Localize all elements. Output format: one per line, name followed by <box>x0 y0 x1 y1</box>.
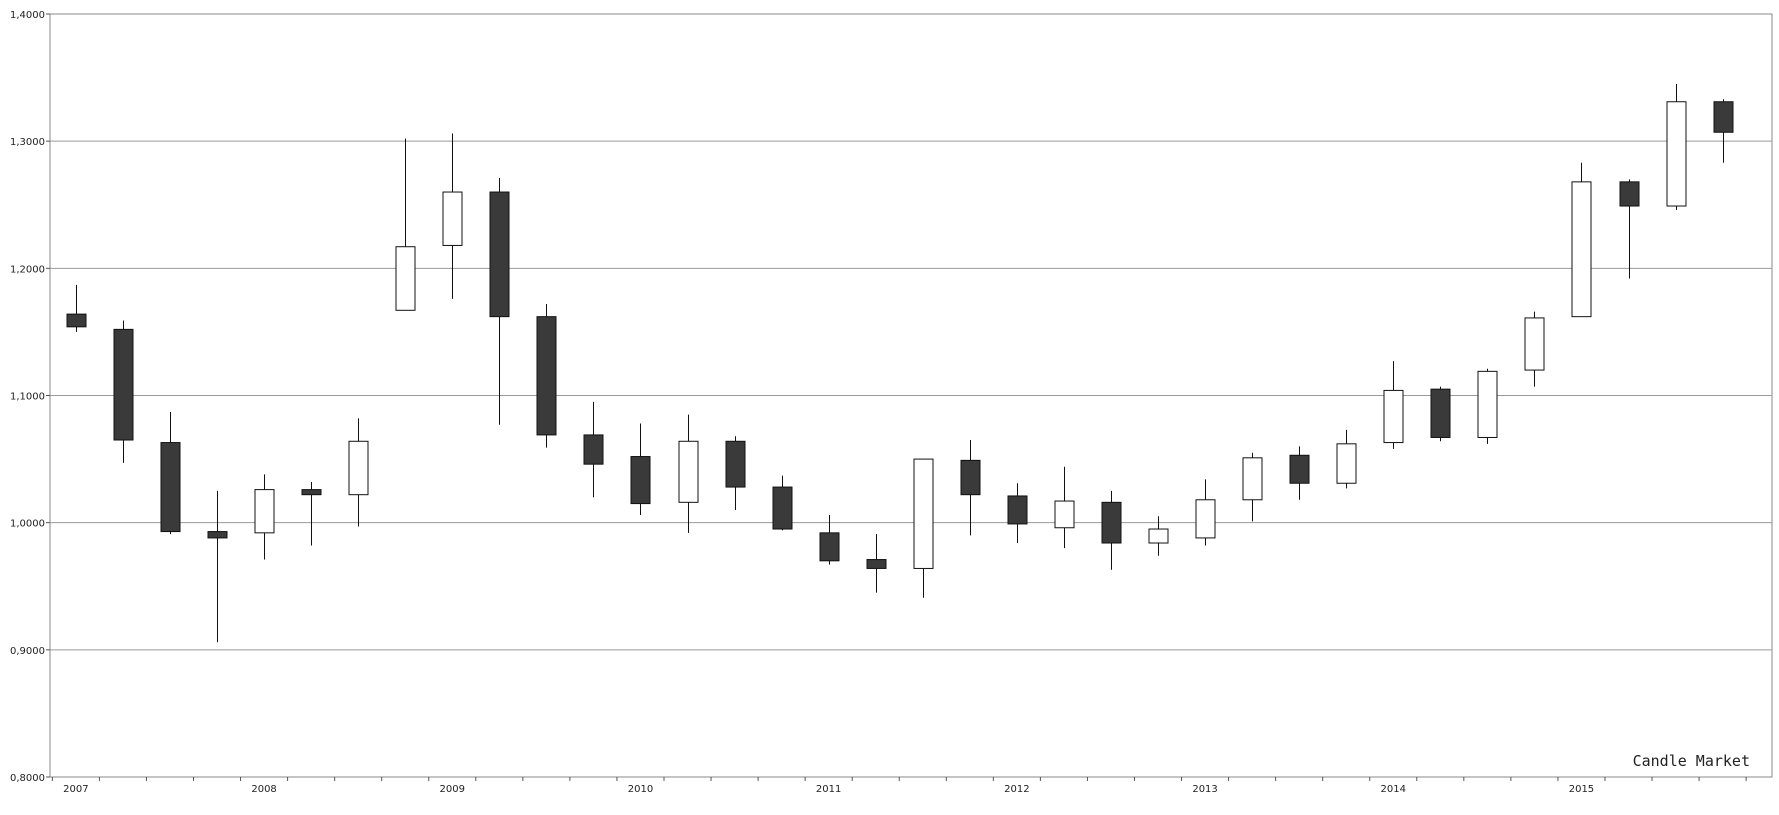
x-tick-label: 2008 <box>251 784 276 795</box>
candle <box>960 440 981 536</box>
candle-body <box>772 486 793 530</box>
candle <box>207 490 228 643</box>
candle <box>1477 368 1498 444</box>
x-tick-label: 2010 <box>628 784 653 795</box>
candle <box>301 481 322 546</box>
candle <box>678 414 699 533</box>
candle <box>1383 361 1404 449</box>
candle <box>1101 490 1122 570</box>
y-tick-label: 1,2000 <box>10 264 45 275</box>
candle <box>1242 452 1263 522</box>
y-axis: 0,8000 0,9000 1,0000 1,1000 1,2000 1,3000 1,40… <box>10 10 50 784</box>
y-tick-label: 1,4000 <box>10 10 45 21</box>
candle-body <box>866 559 887 569</box>
candles <box>66 83 1734 643</box>
candle-body <box>1571 181 1592 318</box>
candle-body <box>254 489 275 534</box>
candle-body <box>1054 500 1075 529</box>
candle-body <box>66 313 87 328</box>
candle <box>1054 466 1075 549</box>
candle <box>1430 386 1451 442</box>
candle <box>536 303 557 448</box>
candle-body <box>1524 317 1545 371</box>
candle <box>630 423 651 516</box>
y-tick-label: 1,1000 <box>10 392 45 403</box>
candle-body <box>1242 457 1263 501</box>
y-tick-label: 1,0000 <box>10 519 45 530</box>
candle <box>395 138 416 311</box>
x-tick-label: 2015 <box>1569 784 1594 795</box>
x-tick-label: 2014 <box>1381 784 1406 795</box>
candle-body <box>583 434 604 465</box>
candle-body <box>1289 454 1310 484</box>
candle-body <box>489 191 510 318</box>
candle-body <box>348 440 369 496</box>
candle-body <box>160 442 181 533</box>
candle <box>1195 479 1216 546</box>
candle <box>442 133 463 299</box>
x-tick-label: 2012 <box>1004 784 1029 795</box>
candle <box>254 474 275 560</box>
candle-body <box>1148 528 1169 544</box>
candle <box>1666 83 1687 210</box>
watermark-label: Candle Market <box>1633 752 1750 770</box>
candle-body <box>1477 370 1498 438</box>
candle <box>1289 446 1310 500</box>
x-tick-label: 2009 <box>440 784 465 795</box>
candle <box>348 418 369 527</box>
x-axis: 2007 2008 2009 2010 2011 2012 2013 2014 2015 <box>51 777 1747 795</box>
candle-body <box>630 456 651 505</box>
candle <box>1007 483 1028 544</box>
candle <box>725 436 746 510</box>
candle-body <box>1101 501 1122 544</box>
candle-body <box>1666 101 1687 207</box>
candle <box>160 412 181 535</box>
candle <box>772 475 793 531</box>
candle-body <box>913 458 934 569</box>
candle-body <box>1007 495 1028 525</box>
x-tick-label: 2011 <box>816 784 841 795</box>
candle <box>66 284 87 332</box>
candle-body <box>113 328 134 441</box>
candle-body <box>725 440 746 488</box>
y-tick-label: 0,9000 <box>10 646 45 657</box>
candle-body <box>1713 101 1734 133</box>
candle <box>866 534 887 593</box>
y-tick-label: 0,8000 <box>10 773 45 784</box>
candle-body <box>536 316 557 436</box>
candle <box>1713 99 1734 163</box>
candle-body <box>395 246 416 311</box>
candle <box>113 320 134 463</box>
candle <box>819 515 840 565</box>
candle <box>1336 429 1357 489</box>
candle <box>1148 516 1169 556</box>
candle-body <box>1195 499 1216 539</box>
candle-body <box>1619 181 1640 207</box>
candle-body <box>301 489 322 496</box>
grid-lines <box>50 140 1772 651</box>
candle <box>1571 162 1592 318</box>
candle-body <box>960 459 981 496</box>
candle <box>489 178 510 425</box>
candle-body <box>442 191 463 246</box>
x-tick-label: 2013 <box>1192 784 1217 795</box>
candle <box>1619 179 1640 279</box>
candle-body <box>207 531 228 539</box>
candle-body <box>1336 443 1357 484</box>
y-tick-label: 1,3000 <box>10 137 45 148</box>
candle <box>583 401 604 498</box>
x-tick-label: 2007 <box>63 784 88 795</box>
candle <box>1524 311 1545 387</box>
candle-body <box>1430 388 1451 438</box>
candle-body <box>819 532 840 562</box>
candle <box>913 458 934 598</box>
candle-body <box>678 440 699 503</box>
candle-body <box>1383 389 1404 444</box>
